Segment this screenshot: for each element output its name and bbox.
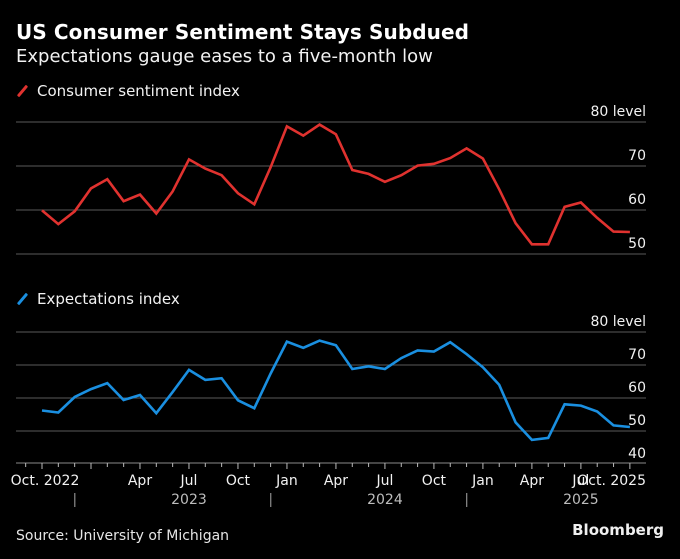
expectations-ytick-label: 60 [628, 380, 646, 396]
expectations-series-line [41, 339, 631, 442]
x-month-label: Jul [375, 473, 393, 489]
x-month-label: Jul [571, 473, 589, 489]
source-note: Source: University of Michigan [16, 528, 230, 544]
x-month-label: Jan [275, 473, 298, 489]
x-year-label: 2025 [563, 492, 599, 508]
x-month-label: Oct [422, 473, 447, 489]
sentiment-series-line [41, 123, 630, 246]
x-month-label: Jan [471, 473, 494, 489]
expectations-ytick-label: 80 level [590, 314, 646, 330]
x-month-label: Oct. 2022 [11, 473, 80, 489]
sentiment-ytick-label: 50 [628, 236, 646, 252]
x-month-label: Jul [180, 473, 198, 489]
x-year-label: 2023 [171, 492, 207, 508]
chart-title: US Consumer Sentiment Stays Subdued [16, 20, 470, 44]
expectations-ytick-label: 70 [628, 347, 646, 363]
legend-sentiment: Consumer sentiment index [16, 82, 240, 100]
legend-label-sentiment: Consumer sentiment index [37, 82, 240, 100]
legend-expectations: Expectations index [16, 290, 180, 308]
sentiment-ytick-label: 60 [628, 192, 646, 208]
x-month-label: Apr [128, 473, 152, 489]
x-month-label: Apr [520, 473, 544, 489]
bloomberg-logo: Bloomberg [572, 521, 664, 539]
x-year-label: 2024 [367, 492, 403, 508]
chart-subtitle: Expectations gauge eases to a five-month… [16, 46, 433, 67]
expectations-ytick-label: 40 [628, 446, 646, 462]
sentiment-ytick-label: 80 level [590, 104, 646, 120]
x-month-label: Oct. 2025 [577, 473, 646, 489]
legend-label-expectations: Expectations index [37, 290, 180, 308]
expectations-ytick-label: 50 [628, 413, 646, 429]
x-month-label: Apr [324, 473, 348, 489]
x-month-label: Oct [226, 473, 251, 489]
sentiment-ytick-label: 70 [628, 148, 646, 164]
